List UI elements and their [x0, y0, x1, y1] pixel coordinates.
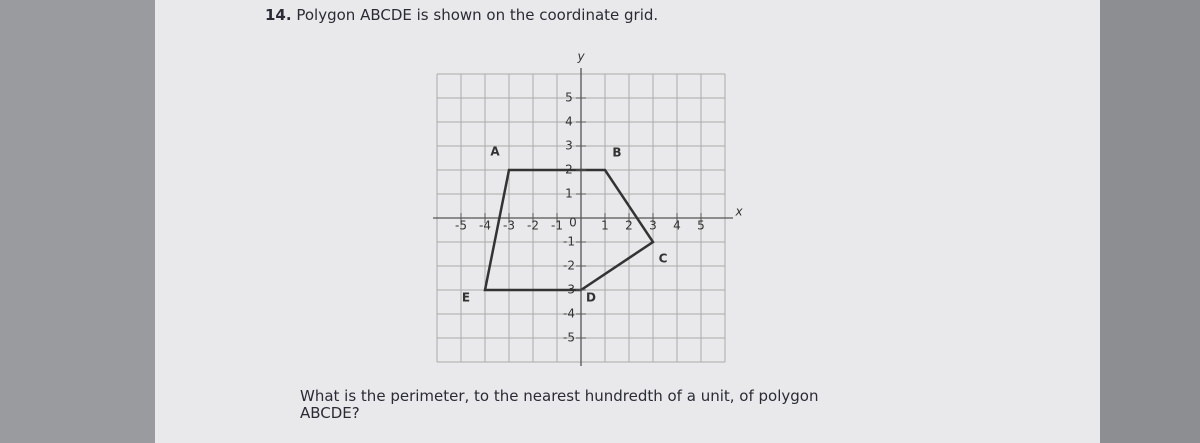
y-tick-label: -2	[563, 259, 575, 273]
y-tick-label: 5	[565, 91, 573, 105]
background	[0, 0, 155, 443]
question: 14. Polygon ABCDE is shown on the coordi…	[265, 6, 658, 24]
x-tick-label: -1	[551, 219, 563, 233]
prompt-line: What is the perimeter, to the nearest hu…	[300, 387, 819, 405]
x-tick-label: 1	[601, 219, 609, 233]
vertex-label: E	[462, 291, 470, 305]
x-tick-label: -2	[527, 219, 539, 233]
y-tick-label: -4	[563, 307, 575, 321]
y-tick-label: 1	[565, 187, 573, 201]
prompt-line: ABCDE?	[300, 404, 360, 422]
y-tick-label: -1	[563, 235, 575, 249]
x-tick-label: 3	[649, 219, 657, 233]
vertex-label: C	[659, 252, 668, 266]
x-tick-label: 5	[697, 219, 705, 233]
x-axis-label: x	[734, 205, 743, 219]
vertex-label: D	[586, 291, 596, 305]
y-tick-label: -3	[563, 283, 575, 297]
y-tick-label: 2	[565, 163, 573, 177]
x-tick-label: -5	[455, 219, 467, 233]
origin-label: 0	[569, 216, 577, 230]
x-tick-label: -4	[479, 219, 491, 233]
y-axis-label: y	[576, 50, 585, 64]
question-text: Polygon ABCDE is shown on the coordinate…	[296, 6, 659, 24]
x-tick-label: 4	[673, 219, 681, 233]
polygon	[483, 168, 655, 292]
y-tick-label: 3	[565, 139, 573, 153]
y-tick-label: 4	[565, 115, 573, 129]
question-number: 14.	[265, 6, 292, 24]
x-tick-label: 2	[625, 219, 633, 233]
vertex-label: B	[612, 146, 621, 160]
y-tick-label: -5	[563, 331, 575, 345]
vertex-label: A	[490, 145, 500, 159]
x-tick-label: -3	[503, 219, 515, 233]
prompt: What is the perimeter, to the nearest hu…	[300, 388, 818, 422]
